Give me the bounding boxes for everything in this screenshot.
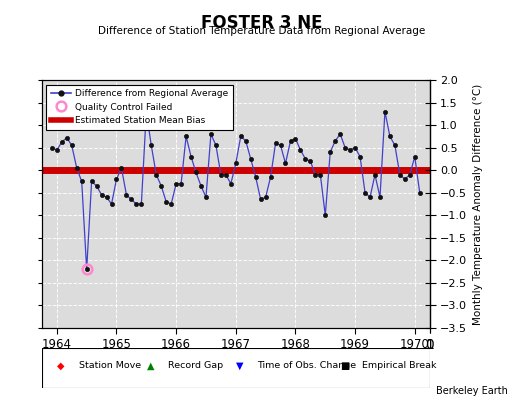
Text: ▼: ▼ xyxy=(236,361,243,371)
Text: Time of Obs. Change: Time of Obs. Change xyxy=(257,362,356,370)
Text: Station Move: Station Move xyxy=(79,362,141,370)
Text: Empirical Break: Empirical Break xyxy=(362,362,436,370)
Text: ■: ■ xyxy=(341,361,350,371)
Y-axis label: Monthly Temperature Anomaly Difference (°C): Monthly Temperature Anomaly Difference (… xyxy=(473,83,483,325)
Text: Berkeley Earth: Berkeley Earth xyxy=(436,386,508,396)
Text: Difference of Station Temperature Data from Regional Average: Difference of Station Temperature Data f… xyxy=(99,26,425,36)
Text: Record Gap: Record Gap xyxy=(168,362,223,370)
FancyBboxPatch shape xyxy=(42,348,430,388)
Text: ▲: ▲ xyxy=(147,361,154,371)
Text: ◆: ◆ xyxy=(58,361,65,371)
Legend: Difference from Regional Average, Quality Control Failed, Estimated Station Mean: Difference from Regional Average, Qualit… xyxy=(47,84,233,130)
Text: FOSTER 3 NE: FOSTER 3 NE xyxy=(201,14,323,32)
